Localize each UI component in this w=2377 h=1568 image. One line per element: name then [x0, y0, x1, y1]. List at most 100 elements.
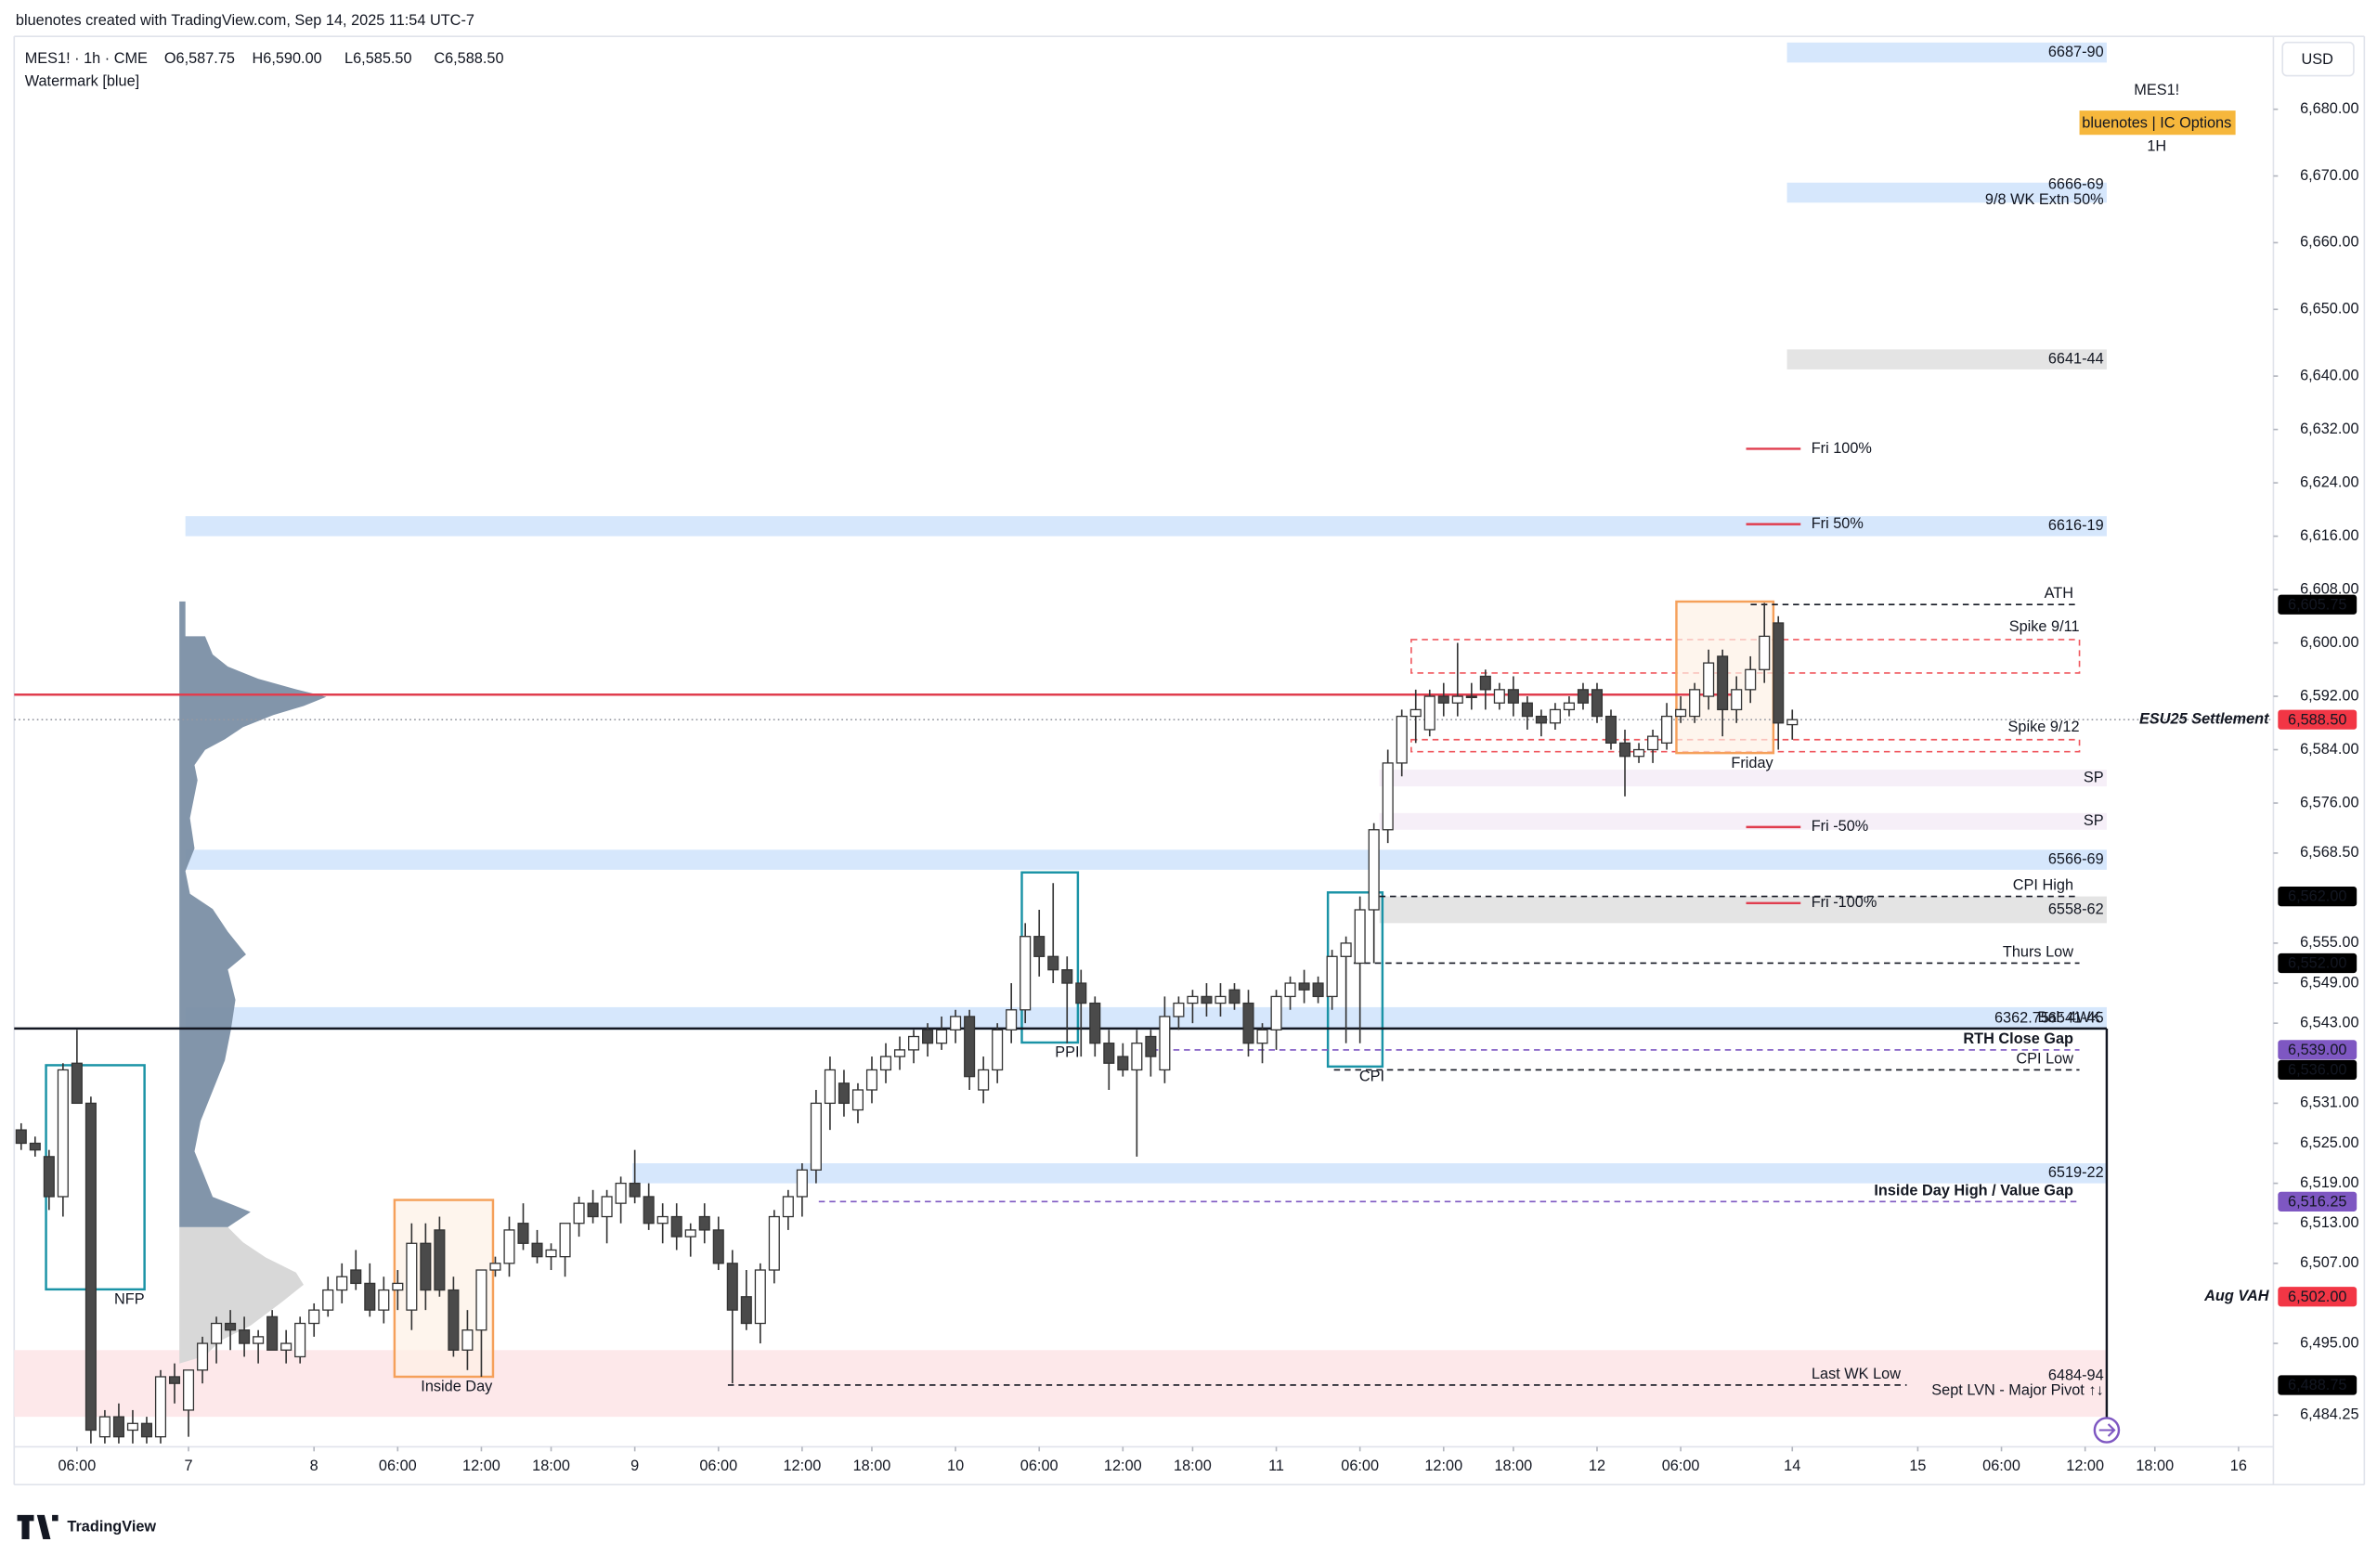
candle-body	[448, 1289, 460, 1351]
candle-body	[865, 1069, 878, 1091]
candle-body	[1465, 695, 1477, 698]
level-label: Fri 100%	[1812, 440, 1872, 457]
candle-body	[1759, 635, 1771, 670]
x-tick-label: 12:00	[783, 1458, 821, 1474]
watermark-badge: bluenotes | IC Options	[2082, 114, 2231, 131]
y-tick-label: 6,600.00	[2300, 634, 2358, 651]
price-badge	[2278, 1191, 2358, 1212]
candle-body	[1689, 689, 1701, 718]
ohlc-open: O6,587.75	[164, 50, 235, 67]
zone	[1786, 349, 2107, 369]
zone	[185, 849, 2107, 870]
x-tick-label: 8	[310, 1458, 318, 1474]
price-badge-label: 6,502.00	[2288, 1289, 2346, 1305]
x-tick-label: 12	[1589, 1458, 1605, 1474]
candle-body	[838, 1082, 850, 1105]
candle-body	[1618, 742, 1631, 758]
y-tick-label: 6,592.00	[2300, 687, 2358, 704]
candle-body	[420, 1242, 432, 1291]
x-tick-label: 16	[2230, 1458, 2247, 1474]
candle-body	[782, 1196, 794, 1218]
candle-body	[893, 1049, 906, 1057]
candle-body	[615, 1182, 627, 1204]
zone	[14, 1350, 2107, 1418]
candle-body	[629, 1182, 641, 1198]
candle-body	[1228, 989, 1240, 1004]
x-tick-label: 18:00	[1494, 1458, 1532, 1474]
watermark-symbol: MES1!	[2134, 82, 2179, 98]
ohlc-high: H6,590.00	[252, 50, 321, 67]
x-tick-label: 18:00	[1174, 1458, 1212, 1474]
y-tick-label: 6,543.00	[2300, 1014, 2358, 1030]
level-label: Fri 50%	[1812, 515, 1864, 532]
zone	[1379, 770, 2107, 787]
candle-body	[1731, 689, 1743, 711]
levels-layer: Fri 100% Fri 50% ATH ESU25 Settlement Fri -5…	[14, 440, 2274, 1386]
candle-body	[1047, 955, 1059, 971]
event-box-label: CPI	[1359, 1069, 1384, 1085]
candle-body	[434, 1229, 446, 1291]
candle-body	[211, 1322, 223, 1344]
x-tick-label: 18:00	[2136, 1458, 2174, 1474]
candle-body	[879, 1056, 892, 1071]
x-tick-label: 06:00	[379, 1458, 417, 1474]
event-box-label: Inside Day	[421, 1379, 493, 1395]
x-tick-label: 06:00	[1341, 1458, 1379, 1474]
candle-body	[1033, 936, 1046, 957]
candle-body	[1493, 689, 1505, 704]
candle-body	[740, 1296, 752, 1325]
y-tick-label: 6,680.00	[2300, 100, 2358, 117]
candle-body	[978, 1069, 990, 1091]
y-tick-label: 6,608.00	[2300, 580, 2358, 597]
y-tick-label: 6,640.00	[2300, 367, 2358, 383]
y-tick-label: 6,660.00	[2300, 234, 2358, 251]
candle-body	[503, 1229, 515, 1264]
header-title: bluenotes created with TradingView.com, …	[16, 12, 474, 29]
y-tick-label: 6,650.00	[2300, 301, 2358, 317]
candle-body	[573, 1202, 585, 1225]
candle-body	[140, 1422, 153, 1438]
candle-body	[168, 1376, 181, 1384]
candle-body	[475, 1269, 487, 1331]
price-badge-label: 6,536.00	[2288, 1062, 2346, 1079]
candle-body	[489, 1263, 501, 1271]
level-label: Fri -50%	[1812, 818, 1869, 835]
y-tick-label: 6,576.00	[2300, 794, 2358, 810]
zone-label: 6519-22	[2048, 1164, 2104, 1181]
x-tick-label: 18:00	[532, 1458, 570, 1474]
watermark-interval: 1H	[2147, 138, 2166, 155]
volume-profile	[179, 601, 327, 1364]
candle-body	[1103, 1043, 1115, 1064]
candle-body	[851, 1089, 864, 1111]
candle-body	[1368, 829, 1380, 911]
candle-body	[1409, 708, 1422, 718]
scroll-arrow	[2098, 1423, 2116, 1437]
candle-body	[950, 1016, 962, 1030]
candle-body	[1131, 1043, 1143, 1071]
candle-body	[559, 1223, 571, 1258]
y-tick-label: 6,525.00	[2300, 1134, 2358, 1151]
candle-body	[796, 1169, 808, 1198]
level-label: CPI Low	[2016, 1050, 2073, 1067]
event-box-label: PPI	[1055, 1044, 1079, 1061]
candle-body	[1437, 695, 1449, 704]
candle-body	[197, 1342, 209, 1371]
candle-body	[15, 1129, 27, 1145]
candle-body	[1717, 655, 1729, 711]
currency-button[interactable]	[2281, 41, 2355, 77]
candle-body	[754, 1269, 766, 1325]
candle-body	[71, 1062, 83, 1105]
candle-body	[1075, 982, 1087, 1004]
level-label: RTH Close Gap	[1963, 1030, 2073, 1047]
candle-body	[684, 1229, 696, 1238]
candle-body	[936, 1029, 948, 1044]
candle-body	[1549, 708, 1561, 724]
candle-body	[1577, 689, 1590, 704]
candle-body	[992, 1029, 1004, 1071]
candle-body	[1256, 1029, 1268, 1044]
candle-body	[545, 1249, 557, 1258]
candle-body	[698, 1215, 710, 1231]
level-label: CPI High	[2013, 877, 2073, 894]
candle-body	[1089, 1002, 1101, 1044]
